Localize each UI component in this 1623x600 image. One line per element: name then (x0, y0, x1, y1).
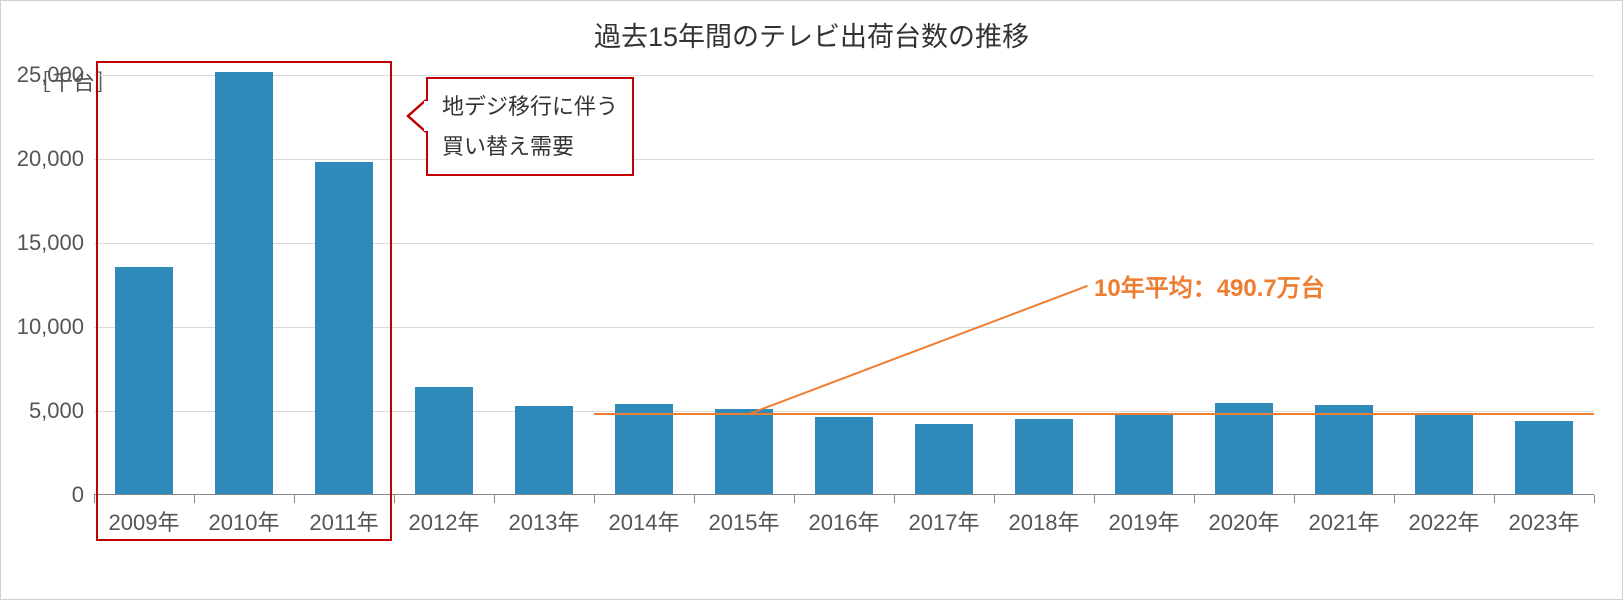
bar (1015, 419, 1073, 495)
x-tick-separator (494, 495, 495, 503)
y-tick-label: 10,000 (4, 314, 84, 340)
callout-line1: 地デジ移行に伴う (442, 87, 618, 127)
x-tick-label: 2017年 (909, 505, 980, 537)
x-tick-separator (694, 495, 695, 503)
x-tick-separator (1494, 495, 1495, 503)
bar (815, 417, 873, 495)
chart-container: 過去15年間のテレビ出荷台数の推移 ［千台］ 05,00010,00015,00… (0, 0, 1623, 600)
average-line (594, 413, 1594, 415)
x-tick-separator (1594, 495, 1595, 503)
highlight-box (96, 61, 392, 541)
callout-box: 地デジ移行に伴う 買い替え需要 (426, 77, 634, 176)
x-tick-separator (1094, 495, 1095, 503)
y-tick-label: 5,000 (4, 398, 84, 424)
bar (515, 406, 573, 495)
chart-title: 過去15年間のテレビ出荷台数の推移 (1, 15, 1622, 54)
x-tick-label: 2022年 (1409, 505, 1480, 537)
x-tick-separator (1394, 495, 1395, 503)
bar (415, 387, 473, 495)
x-tick-separator (794, 495, 795, 503)
callout-line2: 買い替え需要 (442, 127, 618, 167)
bar (1215, 403, 1273, 495)
y-tick-label: 15,000 (4, 230, 84, 256)
x-tick-label: 2012年 (409, 505, 480, 537)
x-tick-separator (1294, 495, 1295, 503)
y-tick-label: 20,000 (4, 146, 84, 172)
x-tick-separator (894, 495, 895, 503)
x-tick-label: 2023年 (1509, 505, 1580, 537)
y-tick-label: 25,000 (4, 62, 84, 88)
x-tick-separator (994, 495, 995, 503)
x-tick-label: 2020年 (1209, 505, 1280, 537)
x-tick-separator (1194, 495, 1195, 503)
x-tick-separator (94, 495, 95, 503)
x-tick-label: 2018年 (1009, 505, 1080, 537)
x-tick-label: 2016年 (809, 505, 880, 537)
average-label: 10年平均：490.7万台 (1094, 268, 1325, 303)
x-tick-label: 2014年 (609, 505, 680, 537)
x-tick-label: 2015年 (709, 505, 780, 537)
bar (1515, 421, 1573, 495)
x-tick-separator (394, 495, 395, 503)
bar (1115, 414, 1173, 495)
x-tick-label: 2013年 (509, 505, 580, 537)
bar (915, 424, 973, 495)
x-tick-label: 2021年 (1309, 505, 1380, 537)
y-tick-label: 0 (4, 482, 84, 508)
bar (715, 409, 773, 495)
x-tick-label: 2019年 (1109, 505, 1180, 537)
x-tick-separator (594, 495, 595, 503)
bar (1415, 415, 1473, 495)
bar (1315, 405, 1373, 495)
bar (615, 404, 673, 495)
